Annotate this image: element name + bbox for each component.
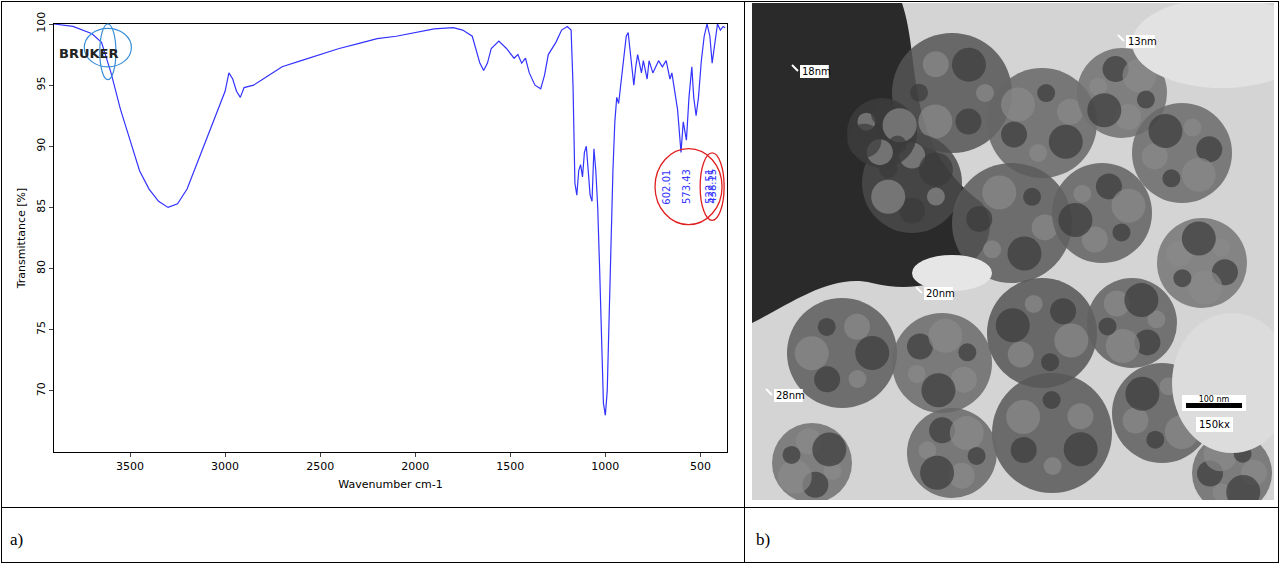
html-text:b): b) xyxy=(756,530,771,549)
svg-text:90: 90 xyxy=(35,138,48,152)
svg-text:2500: 2500 xyxy=(306,460,334,473)
svg-text:28nm: 28nm xyxy=(776,390,805,401)
svg-text:BRUKER: BRUKER xyxy=(59,46,118,61)
svg-text:Transmittance [%]: Transmittance [%] xyxy=(15,188,28,290)
svg-text:70: 70 xyxy=(35,382,48,396)
svg-text:522.51: 522.51 xyxy=(704,169,715,204)
svg-text:75: 75 xyxy=(35,321,48,335)
svg-text:20nm: 20nm xyxy=(926,288,955,299)
svg-text:1500: 1500 xyxy=(496,460,524,473)
svg-text:80: 80 xyxy=(35,260,48,274)
svg-text:500: 500 xyxy=(690,460,711,473)
svg-text:18nm: 18nm xyxy=(802,66,831,77)
svg-text:602.01: 602.01 xyxy=(661,170,672,205)
html-text:a): a) xyxy=(10,530,24,549)
svg-text:150kx: 150kx xyxy=(1199,419,1230,430)
svg-text:1000: 1000 xyxy=(591,460,619,473)
svg-text:2000: 2000 xyxy=(401,460,429,473)
svg-text:438.15: 438.15 xyxy=(707,169,718,204)
svg-text:573.43: 573.43 xyxy=(681,169,692,204)
svg-text:3500: 3500 xyxy=(116,460,144,473)
svg-text:3000: 3000 xyxy=(211,460,239,473)
svg-text:Wavenumber cm-1: Wavenumber cm-1 xyxy=(338,478,442,491)
svg-text:100: 100 xyxy=(35,12,48,33)
svg-text:95: 95 xyxy=(35,76,48,90)
svg-text:85: 85 xyxy=(35,199,48,213)
svg-text:100 nm: 100 nm xyxy=(1199,395,1230,404)
svg-text:13nm: 13nm xyxy=(1128,36,1157,47)
